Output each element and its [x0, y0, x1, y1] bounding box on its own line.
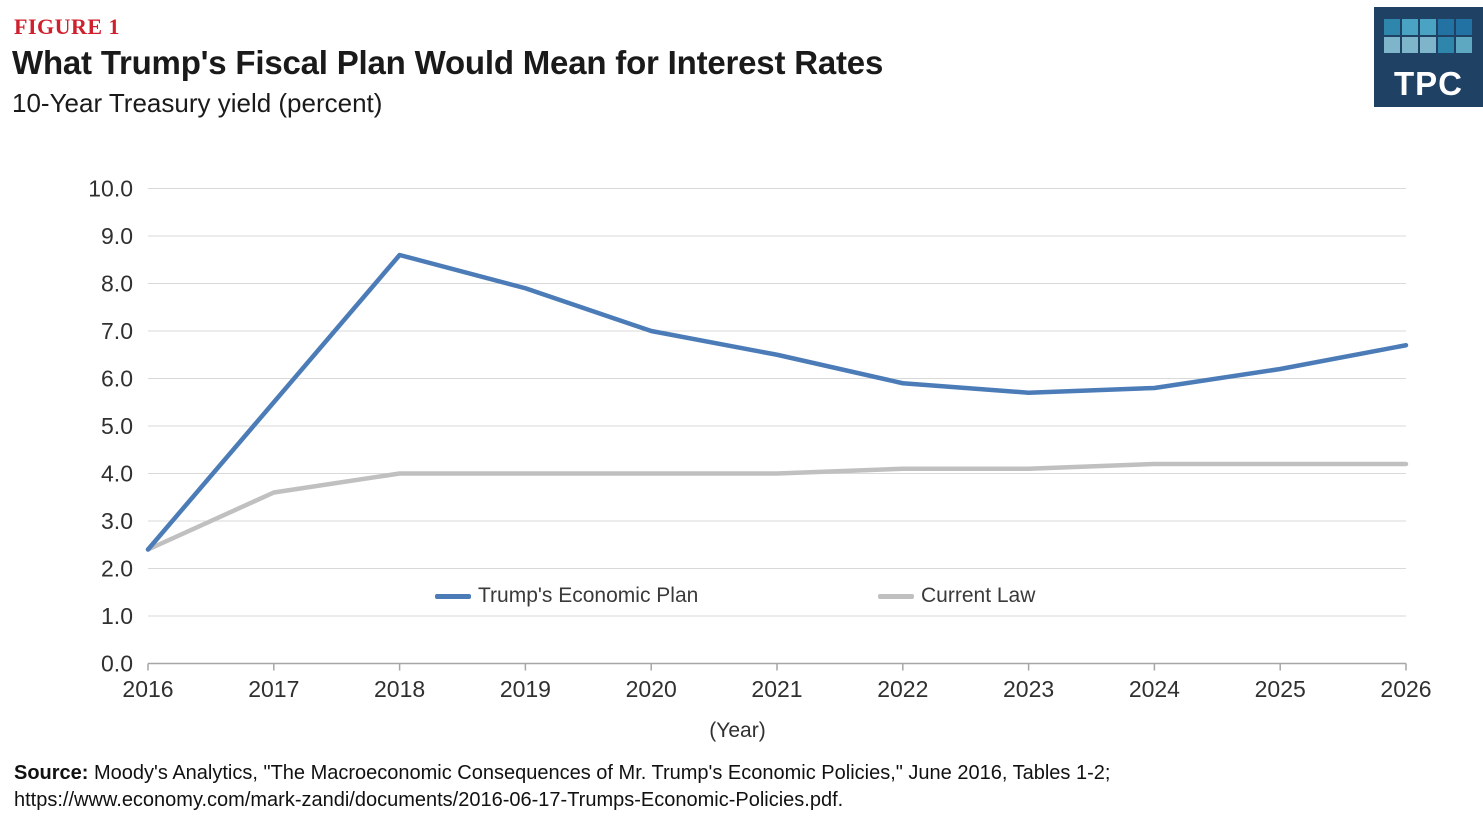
logo-square: [1438, 37, 1454, 53]
x-axis-labels: 2016 2017 2018 2019 2020 2021 2022 2023 2024 2025…: [122, 676, 1431, 702]
y-tick-label: 1.0: [101, 603, 133, 629]
source-label: Source:: [14, 762, 89, 784]
x-axis-title: (Year): [709, 719, 766, 742]
legend-swatch-current-law: [878, 593, 914, 599]
chart-subtitle: 10-Year Treasury yield (percent): [12, 88, 383, 118]
series-line-trump-s-economic-plan: [145, 252, 1409, 552]
y-tick-label: 8.0: [101, 271, 133, 297]
logo-square: [1456, 19, 1472, 35]
source-url: https://www.economy.com/mark-zandi/docum…: [14, 789, 844, 811]
y-tick-label: 2.0: [101, 556, 133, 582]
logo-square: [1384, 19, 1400, 35]
logo-square: [1402, 37, 1418, 53]
y-tick-label: 10.0: [88, 176, 133, 202]
x-tick-label: 2024: [1129, 676, 1180, 702]
series-line-current-law: [145, 461, 1409, 552]
y-tick-label: 4.0: [101, 461, 133, 487]
x-tick-label: 2016: [122, 676, 173, 702]
x-tick-label: 2022: [877, 676, 928, 702]
y-tick-label: 0.0: [101, 651, 133, 677]
tpc-logo: TPC: [1374, 7, 1483, 107]
y-tick-label: 3.0: [101, 508, 133, 534]
x-tick-label: 2023: [1003, 676, 1054, 702]
x-tick-label: 2021: [751, 676, 802, 702]
source-text: Moody's Analytics, "The Macroeconomic Co…: [88, 762, 1111, 784]
x-tick-label: 2017: [248, 676, 299, 702]
legend-swatch-trumps-economic-plan: [435, 593, 471, 599]
x-tick-label: 2025: [1255, 676, 1306, 702]
logo-square: [1420, 37, 1436, 53]
data-series: [145, 252, 1409, 552]
x-tick-label: 2026: [1380, 676, 1431, 702]
gridlines: [148, 188, 1406, 617]
legend-item-trumps-economic-plan: Trump's Economic Plan: [435, 584, 698, 608]
logo-square: [1384, 37, 1400, 53]
y-tick-label: 9.0: [101, 223, 133, 249]
legend-label-current-law: Current Law: [921, 584, 1036, 607]
legend-label-trumps-economic-plan: Trump's Economic Plan: [478, 584, 699, 607]
x-tick-label: 2020: [626, 676, 677, 702]
y-tick-label: 5.0: [101, 413, 133, 439]
line-chart: 0.01.02.03.04.05.06.07.08.09.010.0 2016 2…: [88, 176, 1431, 703]
source-note: Source: Moody's Analytics, "The Macroeco…: [14, 760, 1110, 814]
x-axis: [147, 662, 1407, 671]
y-axis-labels: 0.0 1.0 2.0 3.0 4.0 5.0 6.0 7.0 8.0 9.0 10.0: [88, 176, 133, 677]
logo-square: [1456, 37, 1472, 53]
logo-square: [1438, 19, 1454, 35]
logo-square: [1420, 19, 1436, 35]
source-line: Source: Moody's Analytics, "The Macroeco…: [14, 760, 1110, 787]
y-tick-label: 7.0: [101, 318, 133, 344]
tpc-logo-text: TPC: [1394, 65, 1463, 102]
x-tick-label: 2018: [374, 676, 425, 702]
tpc-logo-squares: [1384, 19, 1472, 53]
x-tick-label: 2019: [500, 676, 551, 702]
y-tick-label: 6.0: [101, 366, 133, 392]
figure-label: FIGURE 1: [14, 14, 121, 39]
legend-item-current-law: Current Law: [878, 584, 1035, 608]
page-title: What Trump's Fiscal Plan Would Mean for …: [12, 44, 884, 81]
logo-square: [1402, 19, 1418, 35]
